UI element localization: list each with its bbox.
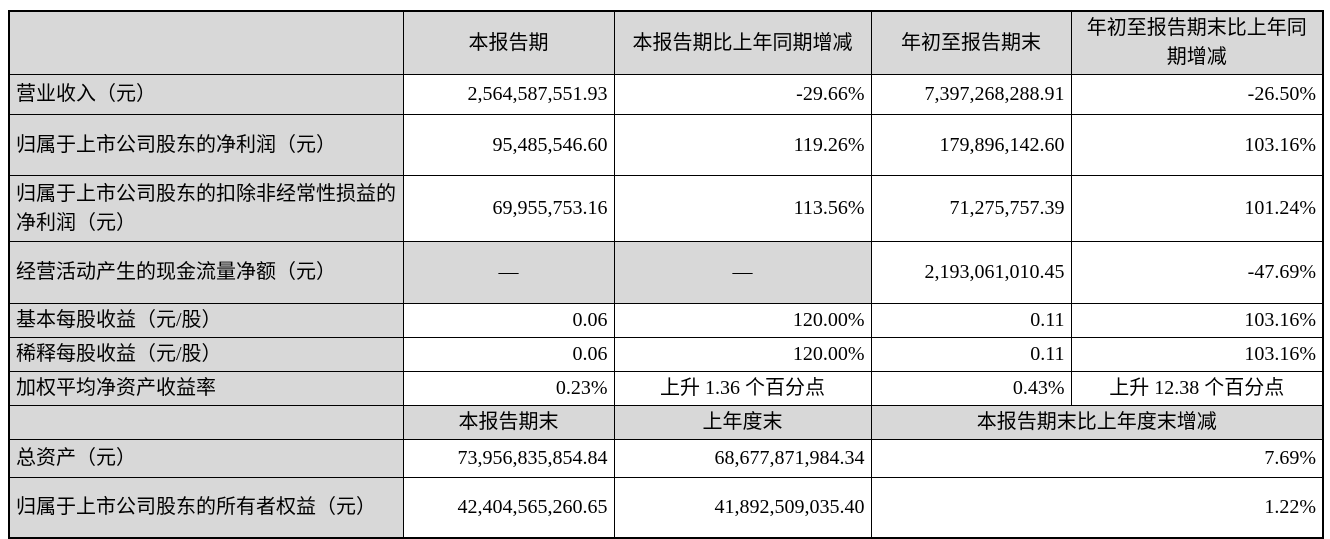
cell-value: 101.24%	[1070, 175, 1324, 242]
cell-value: 69,955,753.16	[402, 175, 615, 242]
row-label: 归属于上市公司股东的净利润（元）	[8, 114, 404, 176]
cell-value: 0.06	[402, 303, 615, 338]
cell-value: -47.69%	[1070, 241, 1324, 304]
row-label: 归属于上市公司股东的所有者权益（元）	[8, 477, 404, 538]
cell-value: 42,404,565,260.65	[402, 477, 615, 538]
header-blank-cell	[8, 405, 404, 440]
cell-value: 7,397,268,288.91	[870, 74, 1072, 115]
cell-value: 0.23%	[402, 371, 615, 406]
cell-value: 0.11	[870, 337, 1072, 372]
cell-dash: —	[613, 241, 872, 304]
cell-value: 68,677,871,984.34	[613, 439, 872, 478]
cell-value: 120.00%	[613, 303, 872, 338]
column-header-current-period-yoy-change: 本报告期比上年同期增减	[613, 10, 872, 75]
table-row-net-profit: 归属于上市公司股东的净利润（元） 95,485,546.60 119.26% 1…	[8, 114, 1324, 176]
cell-value: 120.00%	[613, 337, 872, 372]
table-row-weighted-average-roe: 加权平均净资产收益率 0.23% 上升 1.36 个百分点 0.43% 上升 1…	[8, 371, 1324, 406]
row-label: 营业收入（元）	[8, 74, 404, 115]
cell-value: -29.66%	[613, 74, 872, 115]
column-header-year-to-date: 年初至报告期末	[870, 10, 1072, 75]
header-blank-cell	[8, 10, 404, 75]
cell-value: 179,896,142.60	[870, 114, 1072, 176]
cell-value: 41,892,509,035.40	[613, 477, 872, 538]
cell-value: 0.11	[870, 303, 1072, 338]
cell-value: 113.56%	[613, 175, 872, 242]
table-row-basic-eps: 基本每股收益（元/股） 0.06 120.00% 0.11 103.16%	[8, 303, 1324, 338]
column-header-end-of-period: 本报告期末	[402, 405, 615, 440]
row-label: 归属于上市公司股东的扣除非经常性损益的净利润（元）	[8, 175, 404, 242]
table-row-operating-cash-flow: 经营活动产生的现金流量净额（元） — — 2,193,061,010.45 -4…	[8, 241, 1324, 304]
column-header-year-to-date-yoy-change: 年初至报告期末比上年同期增减	[1070, 10, 1324, 75]
cell-value: 103.16%	[1070, 303, 1324, 338]
table-row-diluted-eps: 稀释每股收益（元/股） 0.06 120.00% 0.11 103.16%	[8, 337, 1324, 372]
table-row-owners-equity: 归属于上市公司股东的所有者权益（元） 42,404,565,260.65 41,…	[8, 477, 1324, 538]
column-header-period-end-change: 本报告期末比上年度末增减	[870, 405, 1324, 440]
header-row-period-end: 本报告期末 上年度末 本报告期末比上年度末增减	[8, 405, 1324, 440]
cell-value: 1.22%	[870, 477, 1324, 538]
cell-value: 2,193,061,010.45	[870, 241, 1072, 304]
cell-value: 0.43%	[870, 371, 1072, 406]
cell-value: -26.50%	[1070, 74, 1324, 115]
table-row-operating-revenue: 营业收入（元） 2,564,587,551.93 -29.66% 7,397,2…	[8, 74, 1324, 115]
cell-value: 103.16%	[1070, 337, 1324, 372]
cell-value: 上升 12.38 个百分点	[1070, 371, 1324, 406]
header-row-period: 本报告期 本报告期比上年同期增减 年初至报告期末 年初至报告期末比上年同期增减	[8, 10, 1324, 75]
row-label: 基本每股收益（元/股）	[8, 303, 404, 338]
table-row-total-assets: 总资产（元） 73,956,835,854.84 68,677,871,984.…	[8, 439, 1324, 478]
cell-dash: —	[402, 241, 615, 304]
row-label: 经营活动产生的现金流量净额（元）	[8, 241, 404, 304]
cell-value: 95,485,546.60	[402, 114, 615, 176]
column-header-end-of-prior-year: 上年度末	[613, 405, 872, 440]
row-label: 加权平均净资产收益率	[8, 371, 404, 406]
financial-summary-section: 本报告期 本报告期比上年同期增减 年初至报告期末 年初至报告期末比上年同期增减 …	[8, 10, 1324, 539]
financial-summary-table: 本报告期 本报告期比上年同期增减 年初至报告期末 年初至报告期末比上年同期增减 …	[8, 10, 1324, 539]
column-header-current-period: 本报告期	[402, 10, 615, 75]
cell-value: 2,564,587,551.93	[402, 74, 615, 115]
cell-value: 103.16%	[1070, 114, 1324, 176]
table-row-net-profit-excl-nonrecurring: 归属于上市公司股东的扣除非经常性损益的净利润（元） 69,955,753.16 …	[8, 175, 1324, 242]
cell-value: 71,275,757.39	[870, 175, 1072, 242]
cell-value: 119.26%	[613, 114, 872, 176]
cell-value: 上升 1.36 个百分点	[613, 371, 872, 406]
cell-value: 73,956,835,854.84	[402, 439, 615, 478]
cell-value: 0.06	[402, 337, 615, 372]
row-label: 总资产（元）	[8, 439, 404, 478]
row-label: 稀释每股收益（元/股）	[8, 337, 404, 372]
cell-value: 7.69%	[870, 439, 1324, 478]
